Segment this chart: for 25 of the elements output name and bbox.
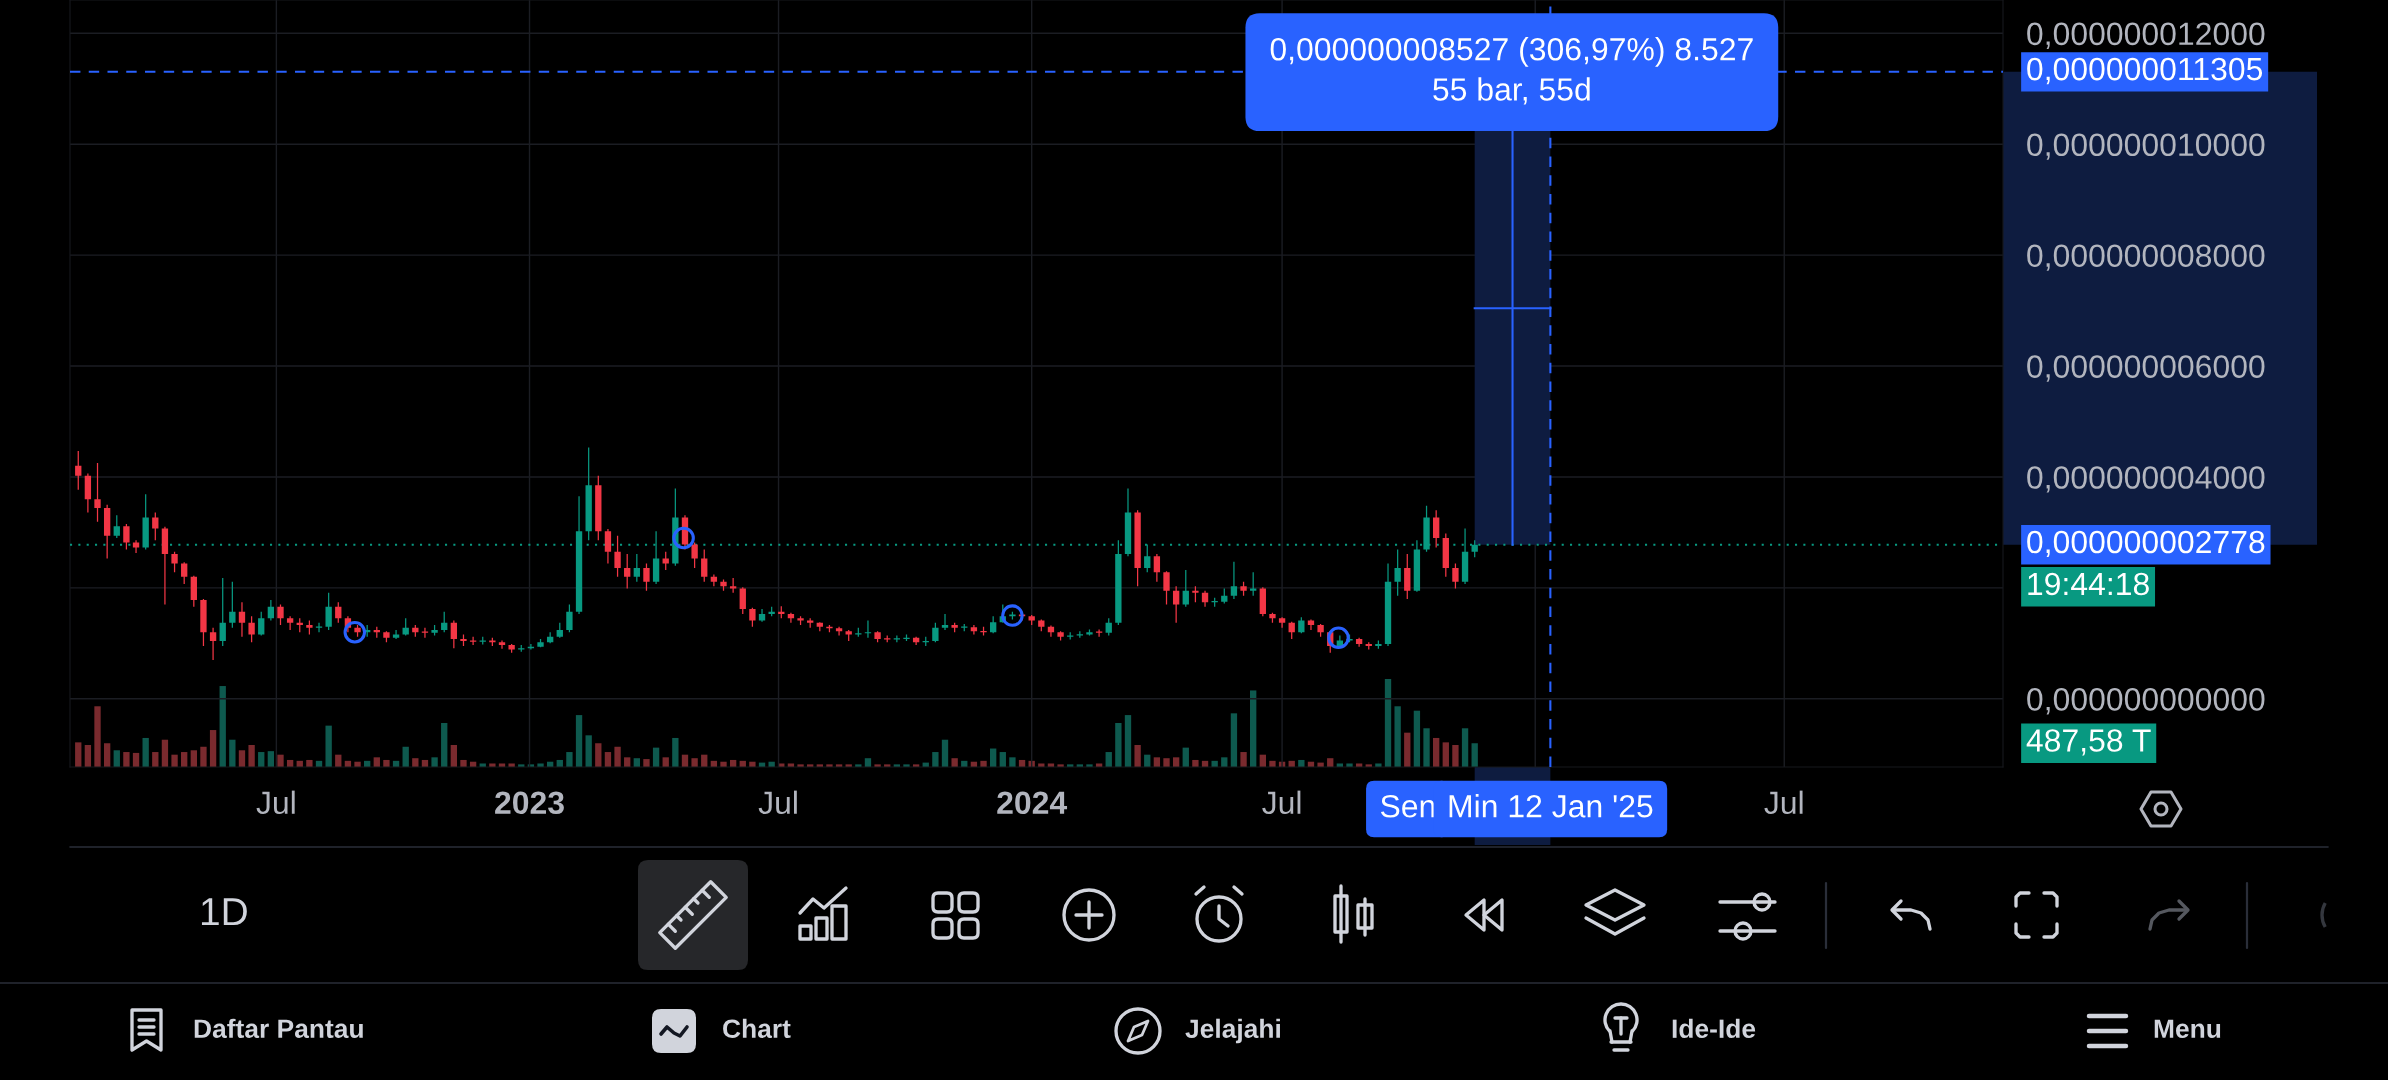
x-tick-label: Jul bbox=[758, 790, 797, 815]
text: Menu bbox=[2154, 1019, 2221, 1039]
y-tick-label: 0,000000006000 bbox=[2027, 355, 2265, 382]
x-tick-label: Jul bbox=[256, 790, 295, 815]
y-tick-label: 0,000000000000 bbox=[2027, 688, 2265, 715]
ref-line-label: Min 12 Jan '25 bbox=[1449, 794, 1653, 818]
text: Sen bbox=[1380, 794, 1435, 818]
text: Jelajahi bbox=[1185, 1018, 1280, 1044]
text: 1D bbox=[201, 898, 247, 926]
x-tick-label: Jul bbox=[1764, 790, 1803, 815]
text: Daftar Pantau bbox=[194, 1018, 363, 1039]
y-tick-label: 0,000000010000 bbox=[2027, 133, 2265, 160]
text: Chart bbox=[723, 1018, 791, 1039]
x-tick-label: 2024 bbox=[997, 791, 1068, 815]
y-tick-label: 0,000000004000 bbox=[2027, 466, 2265, 493]
x-tick-label: Jul bbox=[1262, 790, 1301, 815]
x-tick-label: 2023 bbox=[495, 791, 564, 815]
y-tick-label: 0,000000012000 bbox=[2027, 22, 2265, 49]
ref-line-label: 0,000000002778 bbox=[2027, 530, 2265, 558]
text: Ide-Ide bbox=[1672, 1018, 1756, 1039]
text: 487,58 T bbox=[2026, 729, 2151, 756]
ref-line-label: 0,000000011305 bbox=[2027, 57, 2263, 85]
annotation: 0,000000008527 (306,97%) 8.527 55 bar, 55d bbox=[1270, 37, 1753, 105]
text: 19:44:18 bbox=[2028, 572, 2149, 596]
y-tick-label: 0,000000008000 bbox=[2027, 244, 2265, 271]
